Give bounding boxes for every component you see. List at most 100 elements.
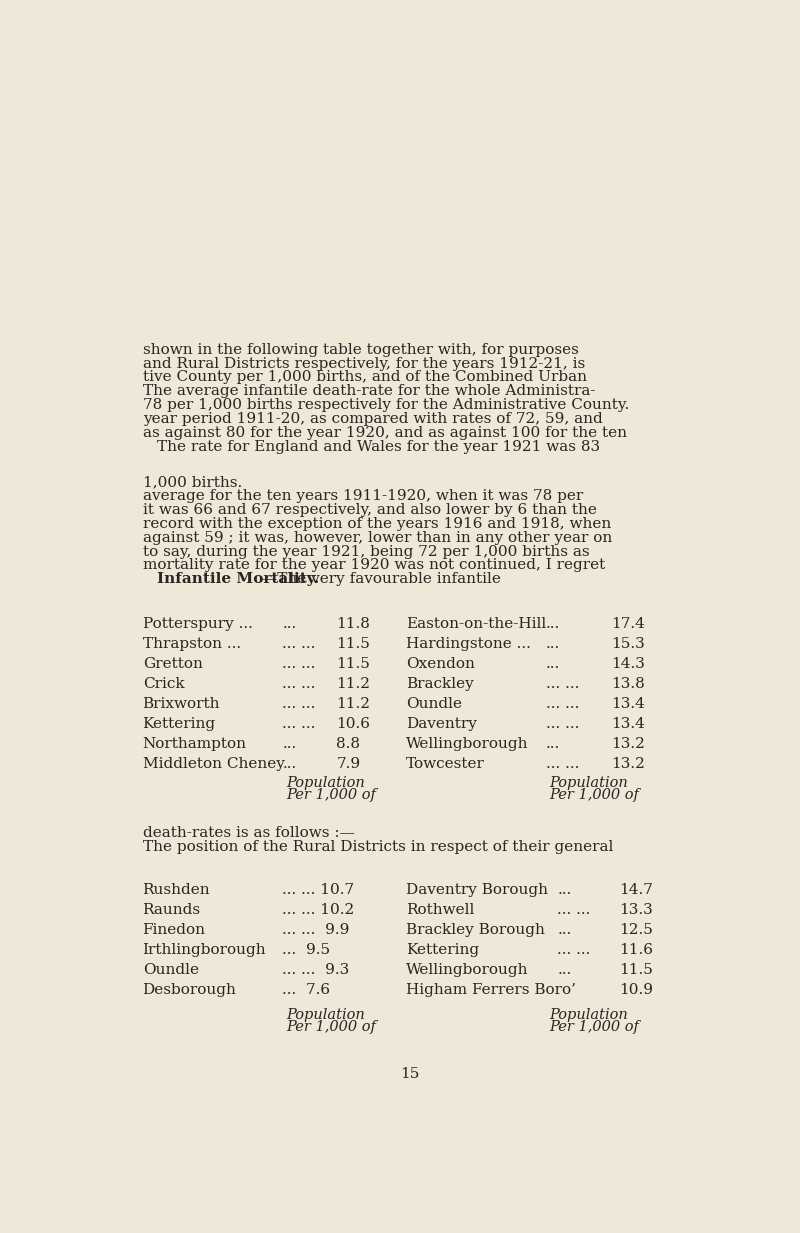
Text: ...  7.6: ... 7.6 — [282, 984, 330, 997]
Text: Population: Population — [286, 1009, 365, 1022]
Text: Per 1,000 of: Per 1,000 of — [550, 788, 639, 801]
Text: Per 1,000 of: Per 1,000 of — [550, 1021, 639, 1034]
Text: The average infantile death-rate for the whole Administra-: The average infantile death-rate for the… — [142, 385, 595, 398]
Text: ... ...: ... ... — [558, 904, 590, 917]
Text: to say, during the year 1921, being 72 per 1,000 births as: to say, during the year 1921, being 72 p… — [142, 545, 590, 559]
Text: average for the ten years 1911-1920, when it was 78 per: average for the ten years 1911-1920, whe… — [142, 490, 583, 503]
Text: ...: ... — [282, 757, 296, 771]
Text: Brixworth: Brixworth — [142, 697, 220, 711]
Text: Northampton: Northampton — [142, 737, 246, 751]
Text: Brackley Borough: Brackley Borough — [406, 924, 545, 937]
Text: 14.7: 14.7 — [619, 883, 653, 898]
Text: Oxendon: Oxendon — [406, 657, 475, 671]
Text: 13.4: 13.4 — [611, 718, 646, 731]
Text: tive County per 1,000 births, and of the Combined Urban: tive County per 1,000 births, and of the… — [142, 370, 586, 385]
Text: Wellingborough: Wellingborough — [406, 963, 529, 978]
Text: Thrapston ...: Thrapston ... — [142, 637, 241, 651]
Text: as against 80 for the year 1920, and as against 100 for the ten: as against 80 for the year 1920, and as … — [142, 425, 626, 440]
Text: 7.9: 7.9 — [336, 757, 361, 771]
Text: Hardingstone ...: Hardingstone ... — [406, 637, 531, 651]
Text: Towcester: Towcester — [406, 757, 485, 771]
Text: Wellingborough: Wellingborough — [406, 737, 529, 751]
Text: Oundle: Oundle — [142, 963, 198, 978]
Text: Middleton Cheney: Middleton Cheney — [142, 757, 285, 771]
Text: ... ... 10.7: ... ... 10.7 — [282, 883, 354, 898]
Text: 11.8: 11.8 — [336, 616, 370, 631]
Text: 13.8: 13.8 — [611, 677, 646, 690]
Text: Oundle: Oundle — [406, 697, 462, 711]
Text: mortality rate for the year 1920 was not continued, I regret: mortality rate for the year 1920 was not… — [142, 559, 605, 572]
Text: 8.8: 8.8 — [336, 737, 360, 751]
Text: ... ...: ... ... — [282, 718, 315, 731]
Text: against 59 ; it was, however, lower than in any other year on: against 59 ; it was, however, lower than… — [142, 530, 612, 545]
Text: ... ...: ... ... — [282, 637, 315, 651]
Text: 15.3: 15.3 — [611, 637, 646, 651]
Text: 10.9: 10.9 — [619, 984, 654, 997]
Text: Population: Population — [286, 776, 365, 789]
Text: The position of the Rural Districts in respect of their general: The position of the Rural Districts in r… — [142, 840, 613, 854]
Text: Desborough: Desborough — [142, 984, 237, 997]
Text: Crick: Crick — [142, 677, 184, 690]
Text: 14.3: 14.3 — [611, 657, 646, 671]
Text: 10.6: 10.6 — [336, 718, 370, 731]
Text: Kettering: Kettering — [406, 943, 479, 957]
Text: ...: ... — [558, 883, 571, 898]
Text: ... ...  9.3: ... ... 9.3 — [282, 963, 350, 978]
Text: year period 1911-20, as compared with rates of 72, 59, and: year period 1911-20, as compared with ra… — [142, 412, 602, 427]
Text: 12.5: 12.5 — [619, 924, 653, 937]
Text: ...: ... — [282, 616, 296, 631]
Text: Kettering: Kettering — [142, 718, 216, 731]
Text: The rate for England and Wales for the year 1921 was 83: The rate for England and Wales for the y… — [157, 440, 600, 454]
Text: ... ...: ... ... — [282, 697, 315, 711]
Text: 15: 15 — [400, 1067, 420, 1080]
Text: 13.2: 13.2 — [611, 737, 646, 751]
Text: Per 1,000 of: Per 1,000 of — [286, 788, 376, 801]
Text: 11.2: 11.2 — [336, 697, 370, 711]
Text: 1,000 births.: 1,000 births. — [142, 475, 242, 490]
Text: ... ...: ... ... — [558, 943, 590, 957]
Text: Finedon: Finedon — [142, 924, 206, 937]
Text: Daventry Borough: Daventry Borough — [406, 883, 548, 898]
Text: Rothwell: Rothwell — [406, 904, 474, 917]
Text: ... ...: ... ... — [282, 657, 315, 671]
Text: Rushden: Rushden — [142, 883, 210, 898]
Text: ...: ... — [282, 737, 296, 751]
Text: 11.5: 11.5 — [336, 657, 370, 671]
Text: ...: ... — [546, 737, 560, 751]
Text: Easton-on-the-Hill: Easton-on-the-Hill — [406, 616, 546, 631]
Text: and Rural Districts respectively, for the years 1912-21, is: and Rural Districts respectively, for th… — [142, 356, 585, 371]
Text: 17.4: 17.4 — [611, 616, 646, 631]
Text: —The very favourable infantile: —The very favourable infantile — [262, 572, 501, 586]
Text: Per 1,000 of: Per 1,000 of — [286, 1021, 376, 1034]
Text: 78 per 1,000 births respectively for the Administrative County.: 78 per 1,000 births respectively for the… — [142, 398, 629, 412]
Text: Potterspury ...: Potterspury ... — [142, 616, 253, 631]
Text: Brackley: Brackley — [406, 677, 474, 690]
Text: record with the exception of the years 1916 and 1918, when: record with the exception of the years 1… — [142, 517, 611, 530]
Text: ...: ... — [546, 616, 560, 631]
Text: Higham Ferrers Boro’: Higham Ferrers Boro’ — [406, 984, 576, 997]
Text: 11.5: 11.5 — [619, 963, 653, 978]
Text: 13.4: 13.4 — [611, 697, 646, 711]
Text: ... ...: ... ... — [282, 677, 315, 690]
Text: it was 66 and 67 respectively, and also lower by 6 than the: it was 66 and 67 respectively, and also … — [142, 503, 597, 517]
Text: shown in the following table together with, for purposes: shown in the following table together wi… — [142, 343, 578, 356]
Text: 13.2: 13.2 — [611, 757, 646, 771]
Text: Gretton: Gretton — [142, 657, 202, 671]
Text: Population: Population — [550, 776, 628, 789]
Text: Daventry: Daventry — [406, 718, 477, 731]
Text: 13.3: 13.3 — [619, 904, 653, 917]
Text: ...: ... — [546, 637, 560, 651]
Text: ... ... 10.2: ... ... 10.2 — [282, 904, 354, 917]
Text: Irthlingborough: Irthlingborough — [142, 943, 266, 957]
Text: ... ...  9.9: ... ... 9.9 — [282, 924, 350, 937]
Text: ...: ... — [558, 924, 571, 937]
Text: Population: Population — [550, 1009, 628, 1022]
Text: ...: ... — [546, 657, 560, 671]
Text: 11.6: 11.6 — [619, 943, 654, 957]
Text: 11.2: 11.2 — [336, 677, 370, 690]
Text: ...: ... — [558, 963, 571, 978]
Text: 11.5: 11.5 — [336, 637, 370, 651]
Text: ... ...: ... ... — [546, 697, 579, 711]
Text: ...  9.5: ... 9.5 — [282, 943, 330, 957]
Text: Infantile Mortality.: Infantile Mortality. — [157, 572, 319, 586]
